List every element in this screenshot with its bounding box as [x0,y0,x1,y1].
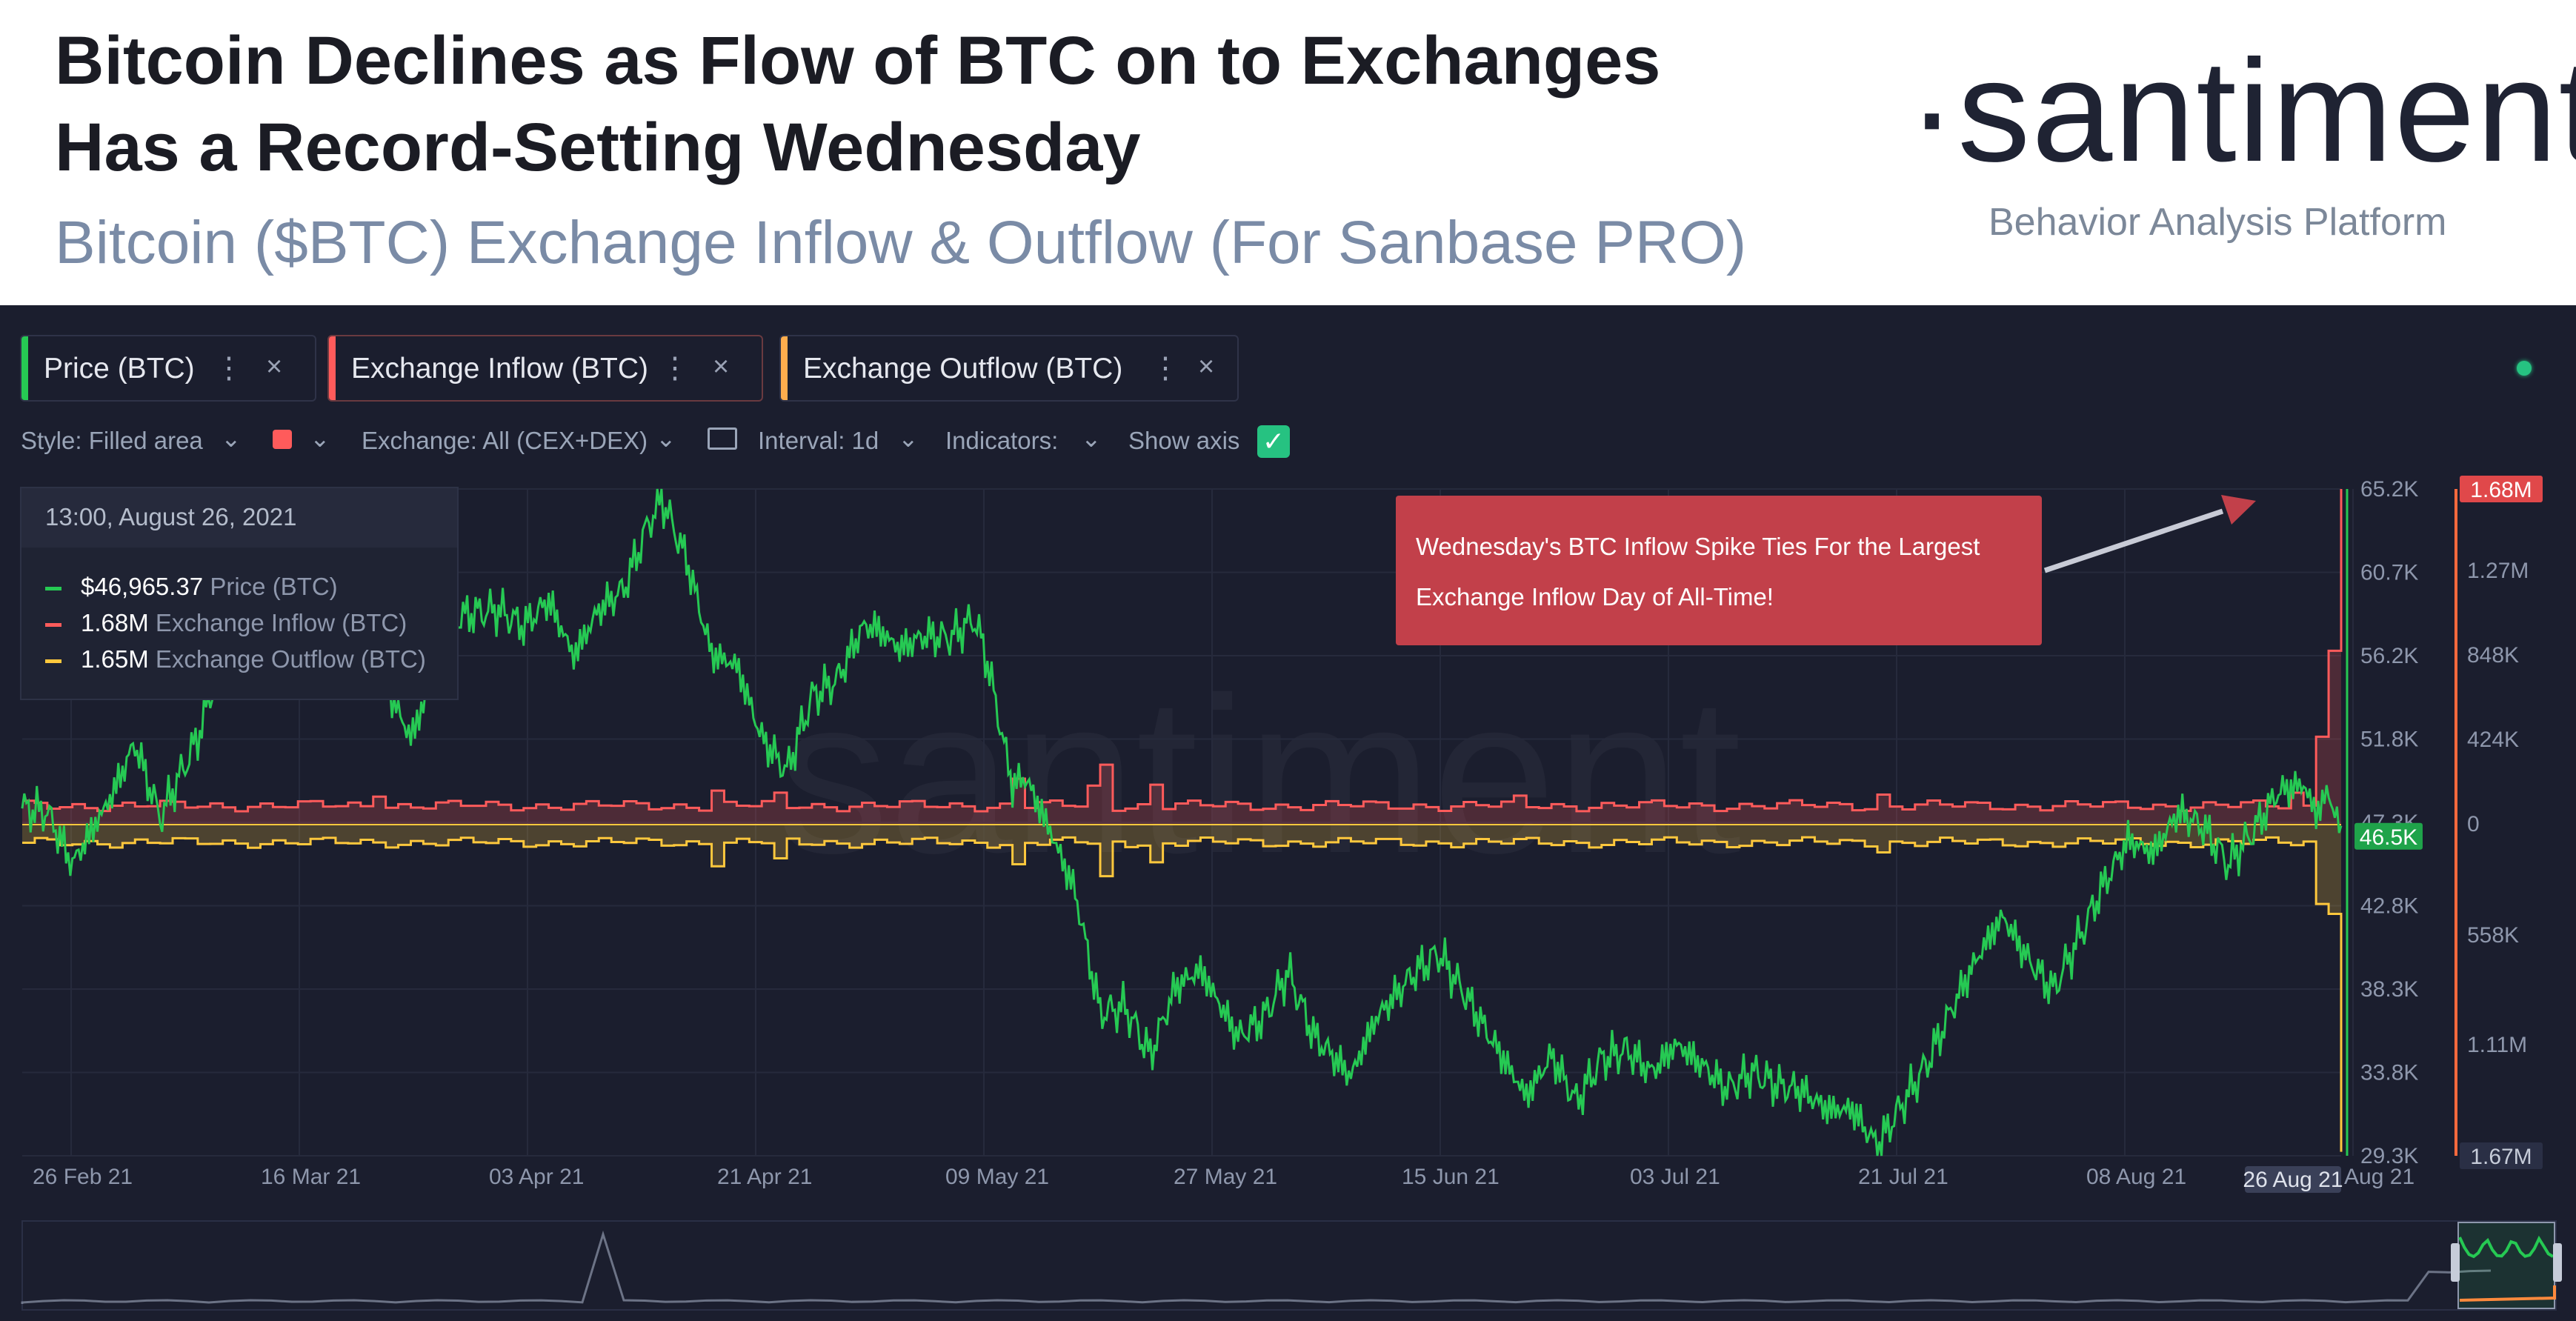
navigator-selection-window [2457,1222,2555,1309]
live-indicator-icon [2517,361,2532,376]
price-tick-label: 29.3K [2360,1144,2418,1168]
tooltip-header [21,488,457,548]
flow-top-badge [2460,476,2543,502]
flow-tick-label: 848K [2467,643,2519,668]
flow-top-label: 1.68M [2470,478,2532,502]
price-tick-label: 42.8K [2360,894,2418,919]
navigator-flow-line [2459,1285,2556,1302]
interval-dropdown[interactable]: Interval: 1d [758,427,879,454]
logo-tagline: Behavior Analysis Platform [1988,201,2447,244]
metric-pill-inflow[interactable]: Exchange Inflow (BTC) ⋮ × [327,335,763,402]
tooltip-series-name: Exchange Inflow (BTC) [155,609,407,636]
report-header: Bitcoin Declines as Flow of BTC on to Ex… [0,0,2576,305]
metric-label: Exchange Inflow (BTC) [351,353,648,385]
metric-label: Price (BTC) [44,353,195,385]
tooltip-date: 13:00, August 26, 2021 [45,503,297,530]
series-marker [45,622,61,627]
inflow-line [22,489,2343,813]
flow-tick-label: 424K [2467,728,2519,752]
flow-bottom-badge [2460,1142,2543,1169]
tooltip-series-name: Exchange Outflow (BTC) [155,645,426,673]
tooltip-value: 1.65M [81,645,149,673]
current-price-label: 46.5K [2360,825,2417,850]
price-tick-label: 51.8K [2360,728,2418,752]
navigator-price-line [2458,1235,2555,1259]
interval-icon [708,427,737,450]
current-price-badge [2354,822,2423,850]
x-tick-label: 08 Aug 21 [2086,1165,2186,1189]
color-swatch[interactable] [273,430,292,449]
metric-color-bar [21,336,28,400]
price-tick-label: 60.7K [2360,561,2418,585]
chevron-down-icon[interactable]: ⌄ [221,425,242,452]
tooltip-value: $46,965.37 [81,573,204,600]
price-tick-label: 38.3K [2360,977,2418,1002]
flow-tick-label: 0 [2467,812,2480,836]
price-line [21,488,2343,1157]
x-tick-label: 26 Feb 21 [33,1165,133,1189]
annotation-line-1: Wednesday's BTC Inflow Spike Ties For th… [1416,533,1980,560]
tooltip-row-inflow: 1.68M Exchange Inflow (BTC) [45,609,407,637]
hover-tooltip: 13:00, August 26, 2021 $46,965.37 Price … [20,487,459,700]
more-options-icon[interactable]: ⋮ [660,352,690,385]
metric-pill-price[interactable]: Price (BTC) ⋮ × [20,335,316,402]
metric-color-bar [329,336,336,400]
close-icon[interactable]: × [713,351,730,382]
navigator-strip [21,1220,2557,1311]
series-marker [45,659,61,663]
tooltip-series-name: Price (BTC) [210,573,338,600]
chevron-down-icon[interactable]: ⌄ [898,425,919,452]
x-tick-label: 03 Jul 21 [1630,1165,1720,1189]
price-tick-label: 65.2K [2360,477,2418,502]
flow-tick-label: 1.11M [2467,1033,2527,1057]
chevron-down-icon[interactable]: ⌄ [1081,425,1102,452]
watermark: santiment [778,650,1743,899]
inflow-spike-annotation: Wednesday's BTC Inflow Spike Ties For th… [1396,496,2042,645]
outflow-line [22,836,2343,1152]
x-tick-label: 21 Apr 21 [717,1165,812,1189]
flow-bottom-label: 1.67M [2470,1145,2532,1169]
santiment-logo: ·santiment· [1908,30,2576,192]
exchange-dropdown[interactable]: Exchange: All (CEX+DEX) [362,427,648,454]
flow-tick-label: 1.27M [2467,559,2529,583]
x-tick-label: 15 Jun 21 [1402,1165,1500,1189]
chevron-down-icon[interactable]: ⌄ [656,425,676,452]
more-options-icon[interactable]: ⋮ [214,352,244,385]
headline-line-1: Bitcoin Declines as Flow of BTC on to Ex… [55,23,1661,99]
x-tick-label: 27 May 21 [1174,1165,1277,1189]
x-tick-label: 21 Jul 21 [1858,1165,1948,1189]
price-tick-label: 56.2K [2360,644,2418,668]
navigator-left-handle [2451,1243,2460,1282]
show-axis-checkbox[interactable]: ✓ [1257,425,1290,458]
price-tick-label: 33.8K [2360,1061,2418,1085]
x-tick-label: 09 May 21 [945,1165,1049,1189]
headline-line-2: Has a Record-Setting Wednesday [55,110,1141,185]
show-axis-label: Show axis [1128,427,1240,454]
x-tick-label: 16 Mar 21 [261,1165,361,1189]
tooltip-value: 1.68M [81,609,149,636]
flow-tick-label: 558K [2467,923,2519,948]
hover-date-badge [2245,1166,2341,1193]
indicators-dropdown[interactable]: Indicators: [945,427,1059,454]
navigator-overview-line [21,1230,2492,1304]
series-marker [45,586,61,590]
chevron-down-icon[interactable]: ⌄ [310,425,330,452]
chart-panel [0,305,2576,1321]
tooltip-row-price: $46,965.37 Price (BTC) [45,573,338,601]
annotation-arrow-line [2043,508,2224,573]
metric-label: Exchange Outflow (BTC) [803,353,1123,385]
close-icon[interactable]: × [1198,351,1215,382]
hover-date-label: 26 Aug 21 [2243,1168,2343,1192]
x-tick-label: 03 Apr 21 [489,1165,584,1189]
annotation-arrow-head [2221,495,2256,525]
close-icon[interactable]: × [266,351,283,382]
annotation-line-2: Exchange Inflow Day of All-Time! [1416,583,1774,610]
metric-color-bar [781,336,788,400]
navigator-right-handle [2553,1243,2562,1282]
metric-pill-outflow[interactable]: Exchange Outflow (BTC) ⋮ × [779,335,1239,402]
chart-subtitle: Bitcoin ($BTC) Exchange Inflow & Outflow… [55,209,1747,276]
more-options-icon[interactable]: ⋮ [1151,352,1180,385]
tooltip-row-outflow: 1.65M Exchange Outflow (BTC) [45,645,426,673]
style-dropdown[interactable]: Style: Filled area [21,427,203,454]
